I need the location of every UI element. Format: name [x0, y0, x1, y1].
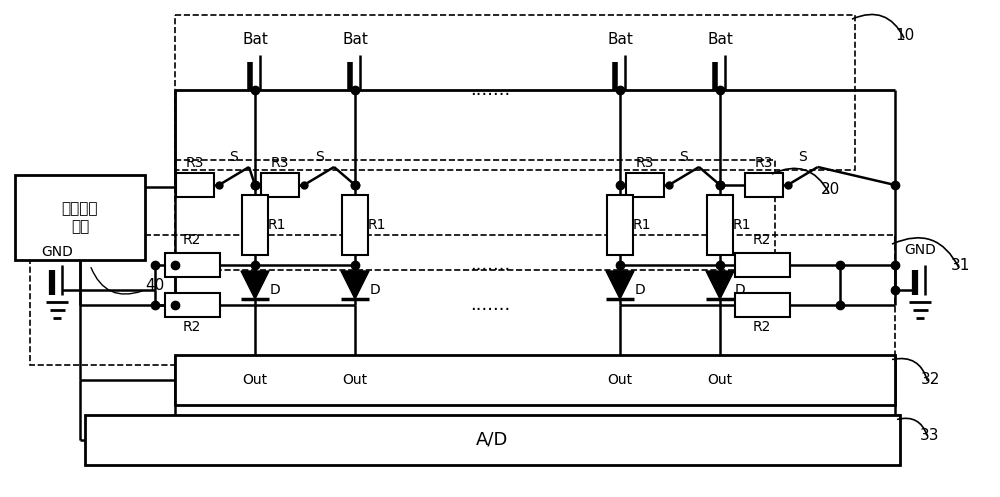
Text: 40: 40	[145, 277, 164, 293]
Text: R3: R3	[186, 156, 204, 170]
Polygon shape	[341, 271, 369, 299]
Bar	[175, 160, 775, 270]
Polygon shape	[241, 271, 269, 299]
Bar	[261, 173, 299, 197]
Bar	[242, 195, 268, 255]
Text: D: D	[635, 283, 645, 297]
Bar	[30, 235, 895, 365]
Text: R2: R2	[183, 233, 201, 247]
Text: R1: R1	[268, 218, 286, 232]
Text: S: S	[230, 150, 238, 164]
Text: .......: .......	[470, 81, 510, 99]
Text: 10: 10	[895, 27, 915, 43]
Text: D: D	[270, 283, 280, 297]
Text: Out: Out	[342, 373, 368, 387]
Text: Bat: Bat	[342, 32, 368, 48]
Text: 31: 31	[950, 257, 970, 272]
Text: Out: Out	[607, 373, 633, 387]
Bar	[626, 173, 664, 197]
Text: S: S	[680, 150, 688, 164]
Text: 33: 33	[920, 427, 940, 442]
Text: R3: R3	[636, 156, 654, 170]
Text: R3: R3	[755, 156, 773, 170]
Text: Out: Out	[242, 373, 268, 387]
Text: 20: 20	[820, 182, 840, 197]
Text: Bat: Bat	[242, 32, 268, 48]
Bar	[745, 173, 783, 197]
Text: R2: R2	[183, 320, 201, 334]
Bar	[342, 195, 368, 255]
Bar	[165, 293, 220, 317]
Bar	[735, 293, 790, 317]
Bar	[15, 175, 145, 260]
Text: .......: .......	[470, 256, 510, 274]
Text: 电池充电
电路: 电池充电 电路	[62, 201, 98, 234]
Polygon shape	[606, 271, 634, 299]
Bar	[707, 195, 733, 255]
Text: 32: 32	[920, 372, 940, 388]
Bar	[85, 415, 900, 465]
Bar	[735, 253, 790, 277]
Text: GND: GND	[41, 245, 73, 259]
Text: S: S	[315, 150, 323, 164]
Text: R1: R1	[733, 218, 751, 232]
Text: R1: R1	[633, 218, 651, 232]
Text: GND: GND	[904, 243, 936, 257]
Text: S: S	[798, 150, 807, 164]
Text: A/D: A/D	[476, 431, 509, 449]
Text: Bat: Bat	[707, 32, 733, 48]
Text: R2: R2	[753, 233, 771, 247]
Bar	[607, 195, 633, 255]
Text: Bat: Bat	[607, 32, 633, 48]
Text: R3: R3	[271, 156, 289, 170]
Text: R2: R2	[753, 320, 771, 334]
Text: R1: R1	[368, 218, 386, 232]
Bar	[175, 15, 855, 170]
Text: Out: Out	[707, 373, 733, 387]
Bar	[165, 253, 220, 277]
Text: D: D	[370, 283, 380, 297]
Text: .......: .......	[470, 296, 510, 314]
Text: D: D	[735, 283, 745, 297]
Polygon shape	[706, 271, 734, 299]
Bar	[175, 355, 895, 405]
Bar	[176, 173, 214, 197]
